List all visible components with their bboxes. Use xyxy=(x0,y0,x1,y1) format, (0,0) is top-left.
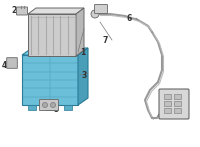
Bar xyxy=(64,105,72,110)
Bar xyxy=(164,94,171,99)
FancyBboxPatch shape xyxy=(95,5,108,14)
Circle shape xyxy=(51,102,56,107)
Text: 6: 6 xyxy=(127,14,132,22)
FancyBboxPatch shape xyxy=(40,100,59,111)
Bar xyxy=(174,101,181,106)
FancyBboxPatch shape xyxy=(17,7,28,15)
Text: 5: 5 xyxy=(53,106,58,115)
Text: 4: 4 xyxy=(2,61,7,70)
FancyBboxPatch shape xyxy=(7,58,17,68)
Bar xyxy=(28,105,36,110)
Polygon shape xyxy=(22,55,78,105)
Bar xyxy=(164,101,171,106)
Bar xyxy=(46,105,54,110)
Text: 7: 7 xyxy=(103,35,108,45)
Bar xyxy=(164,108,171,113)
Bar xyxy=(174,108,181,113)
Text: 3: 3 xyxy=(82,71,87,80)
Polygon shape xyxy=(78,48,88,105)
Circle shape xyxy=(43,102,48,107)
Circle shape xyxy=(91,10,99,18)
Polygon shape xyxy=(28,14,76,56)
Text: 2: 2 xyxy=(12,5,17,15)
FancyBboxPatch shape xyxy=(159,89,189,119)
Polygon shape xyxy=(22,48,88,55)
Polygon shape xyxy=(28,8,84,14)
Polygon shape xyxy=(76,8,84,56)
Text: 1: 1 xyxy=(80,47,85,56)
Bar xyxy=(174,94,181,99)
